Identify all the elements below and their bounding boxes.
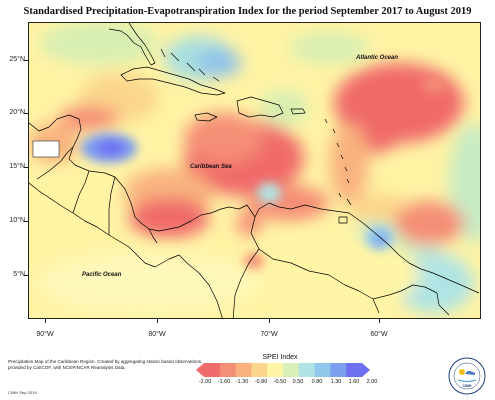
legend-tick-label: -1.30 bbox=[235, 379, 249, 385]
legend-swatch bbox=[330, 363, 347, 377]
legend-tick-label: -1.60 bbox=[217, 379, 231, 385]
footnote: Precipitation Map of the Caribbean Regio… bbox=[8, 359, 203, 370]
legend-tick-label: -2.00 bbox=[198, 379, 212, 385]
legend-arrow-right bbox=[362, 363, 370, 377]
legend-tick-label: 1.60 bbox=[348, 379, 360, 385]
legend-tick-label: 2.00 bbox=[366, 379, 378, 385]
x-axis-label: 70°W bbox=[260, 331, 278, 338]
x-axis-label: 60°W bbox=[370, 331, 388, 338]
legend-tick-label: 1.30 bbox=[330, 379, 342, 385]
atlantic-ocean-label: Atlantic Ocean bbox=[356, 55, 399, 61]
y-axis-label: 25°N bbox=[9, 56, 25, 63]
x-axis-label: 80°W bbox=[148, 331, 166, 338]
spei-map bbox=[28, 22, 481, 319]
legend-swatch bbox=[267, 363, 284, 377]
pacific-ocean-label: Pacific Ocean bbox=[82, 272, 122, 278]
logo-text: CIMH bbox=[463, 384, 472, 388]
x-tick bbox=[157, 319, 158, 323]
legend-swatch bbox=[251, 363, 268, 377]
y-tick bbox=[24, 113, 28, 114]
x-tick bbox=[269, 319, 270, 323]
y-tick bbox=[24, 221, 28, 222]
legend-swatch bbox=[346, 363, 363, 377]
y-axis-label: 5°N bbox=[13, 271, 25, 278]
credit-text: CIMH Sep-2019 bbox=[8, 390, 37, 395]
legend-swatch bbox=[283, 363, 300, 377]
y-tick bbox=[24, 167, 28, 168]
map-title: Standardised Precipitation-Evapotranspir… bbox=[23, 6, 472, 17]
cimh-logo: CIMH bbox=[448, 357, 486, 395]
legend-arrow-left bbox=[196, 363, 204, 377]
y-axis-label: 20°N bbox=[9, 109, 25, 116]
y-axis-label: 10°N bbox=[9, 217, 25, 224]
legend-swatch bbox=[314, 363, 331, 377]
legend-swatch bbox=[219, 363, 236, 377]
x-tick bbox=[45, 319, 46, 323]
legend-tick-label: 0.80 bbox=[311, 379, 323, 385]
legend-swatch bbox=[298, 363, 315, 377]
spei-field bbox=[29, 23, 480, 318]
legend-title: SPEI Index bbox=[262, 354, 298, 361]
y-axis-label: 15°N bbox=[9, 163, 25, 170]
x-tick bbox=[379, 319, 380, 323]
y-tick bbox=[24, 60, 28, 61]
legend-tick-label: -0.50 bbox=[273, 379, 287, 385]
legend-swatch bbox=[235, 363, 252, 377]
y-tick bbox=[24, 275, 28, 276]
x-axis-label: 90°W bbox=[36, 331, 54, 338]
legend-tick-label: 0.50 bbox=[292, 379, 304, 385]
legend-tick-label: -0.80 bbox=[254, 379, 268, 385]
legend-color-bar bbox=[196, 363, 370, 377]
legend-swatch bbox=[204, 363, 221, 377]
caribbean-sea-label: Caribbean Sea bbox=[190, 164, 232, 170]
